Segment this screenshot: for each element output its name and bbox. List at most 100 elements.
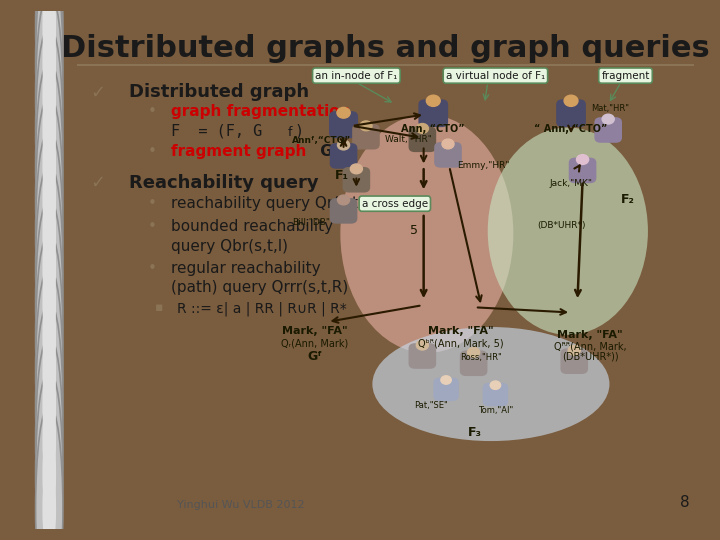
Text: Tom,"AI": Tom,"AI" xyxy=(478,406,513,415)
Circle shape xyxy=(35,0,63,130)
Text: G: G xyxy=(315,144,333,159)
Circle shape xyxy=(42,215,56,319)
Text: Gᶠ: Gᶠ xyxy=(307,350,323,363)
Text: Emmy,"HR": Emmy,"HR" xyxy=(457,161,510,170)
Text: •: • xyxy=(148,144,157,159)
Text: •: • xyxy=(148,261,157,275)
Text: f: f xyxy=(288,126,292,139)
Circle shape xyxy=(42,388,56,491)
FancyBboxPatch shape xyxy=(330,143,357,168)
FancyBboxPatch shape xyxy=(482,383,508,406)
Circle shape xyxy=(35,370,63,540)
FancyBboxPatch shape xyxy=(433,377,459,401)
Text: fragment graph: fragment graph xyxy=(171,144,306,159)
Ellipse shape xyxy=(341,114,513,353)
Text: reachability query Qr(s,t): reachability query Qr(s,t) xyxy=(171,197,364,211)
Circle shape xyxy=(35,336,63,540)
Text: •: • xyxy=(148,219,157,234)
Text: Jack,"MK": Jack,"MK" xyxy=(549,179,593,188)
Circle shape xyxy=(426,95,440,106)
Text: (path) query Qrrr(s,t,R): (path) query Qrrr(s,t,R) xyxy=(171,280,348,295)
Text: an in-node of F₁: an in-node of F₁ xyxy=(315,71,397,80)
FancyBboxPatch shape xyxy=(460,350,487,376)
Text: Mark, "FA": Mark, "FA" xyxy=(557,329,623,340)
Circle shape xyxy=(35,129,63,336)
Circle shape xyxy=(42,9,56,113)
Text: R ::= ε| a | RR | R∪R | R*: R ::= ε| a | RR | R∪R | R* xyxy=(177,301,347,315)
Circle shape xyxy=(35,0,63,199)
Circle shape xyxy=(35,267,63,475)
Circle shape xyxy=(35,26,63,233)
Circle shape xyxy=(577,154,589,164)
Circle shape xyxy=(35,198,63,406)
FancyBboxPatch shape xyxy=(434,142,462,167)
Text: (DB*UHR*)): (DB*UHR*)) xyxy=(562,352,618,362)
Text: graph fragmentation: graph fragmentation xyxy=(171,104,350,119)
Text: Ann, “CTO”: Ann, “CTO” xyxy=(402,124,465,134)
Circle shape xyxy=(490,381,500,389)
Text: Mark, "FA": Mark, "FA" xyxy=(428,326,494,336)
Text: Reachability query: Reachability query xyxy=(129,174,318,192)
Text: a virtual node of F₁: a virtual node of F₁ xyxy=(446,71,545,80)
Circle shape xyxy=(35,301,63,509)
Text: Mark, "FA": Mark, "FA" xyxy=(282,326,348,336)
Text: Distributed graphs and graph queries: Distributed graphs and graph queries xyxy=(60,34,710,63)
Text: F₁: F₁ xyxy=(335,169,348,182)
Text: Pat,"SE": Pat,"SE" xyxy=(415,401,449,410)
Text: Mat,"HR": Mat,"HR" xyxy=(592,104,629,113)
Circle shape xyxy=(35,0,63,165)
Circle shape xyxy=(467,347,480,357)
Text: regular reachability: regular reachability xyxy=(171,261,320,275)
Circle shape xyxy=(338,140,350,150)
Text: F₃: F₃ xyxy=(468,426,482,438)
Text: ✓: ✓ xyxy=(91,83,106,102)
Text: •: • xyxy=(148,104,157,119)
FancyBboxPatch shape xyxy=(556,99,586,127)
Text: Distributed graph: Distributed graph xyxy=(129,83,309,102)
Circle shape xyxy=(42,43,56,147)
Ellipse shape xyxy=(372,327,610,441)
Text: bounded reachability: bounded reachability xyxy=(171,219,333,234)
FancyBboxPatch shape xyxy=(569,158,596,183)
Circle shape xyxy=(42,285,56,388)
Text: query Qbr(s,t,l): query Qbr(s,t,l) xyxy=(171,239,287,254)
Circle shape xyxy=(42,353,56,457)
Circle shape xyxy=(42,78,56,181)
FancyBboxPatch shape xyxy=(595,117,622,143)
Text: Qᵇᴿ(Ann, Mark, 5): Qᵇᴿ(Ann, Mark, 5) xyxy=(418,339,503,348)
Circle shape xyxy=(351,164,362,174)
FancyBboxPatch shape xyxy=(408,343,436,369)
Circle shape xyxy=(416,124,428,133)
FancyBboxPatch shape xyxy=(560,348,588,374)
Text: 8: 8 xyxy=(680,495,690,510)
Text: ✓: ✓ xyxy=(91,174,106,192)
Ellipse shape xyxy=(487,127,648,335)
Text: Bill,"DB": Bill,"DB" xyxy=(292,218,330,227)
Circle shape xyxy=(360,121,372,131)
Text: Yinghui Wu VLDB 2012: Yinghui Wu VLDB 2012 xyxy=(177,500,305,510)
Text: a cross edge: a cross edge xyxy=(361,199,428,208)
Circle shape xyxy=(42,457,56,540)
Circle shape xyxy=(602,114,614,124)
Circle shape xyxy=(416,340,428,350)
Text: 5: 5 xyxy=(410,225,418,238)
Text: •: • xyxy=(148,197,157,211)
Circle shape xyxy=(35,405,63,540)
Text: ▪: ▪ xyxy=(155,301,163,314)
Circle shape xyxy=(564,95,578,106)
Circle shape xyxy=(35,164,63,371)
Circle shape xyxy=(42,319,56,423)
Text: F  = (F, G: F = (F, G xyxy=(171,124,262,139)
Circle shape xyxy=(42,422,56,526)
Text: “ Ann, “CTO”: “ Ann, “CTO” xyxy=(534,124,608,134)
FancyBboxPatch shape xyxy=(352,124,379,150)
FancyBboxPatch shape xyxy=(418,99,448,127)
FancyBboxPatch shape xyxy=(408,126,436,152)
Circle shape xyxy=(42,147,56,251)
Text: fragment: fragment xyxy=(601,71,649,80)
FancyBboxPatch shape xyxy=(343,167,370,193)
Circle shape xyxy=(42,112,56,216)
Text: Ross,"HR": Ross,"HR" xyxy=(461,353,502,362)
Circle shape xyxy=(35,233,63,440)
Circle shape xyxy=(442,139,454,149)
